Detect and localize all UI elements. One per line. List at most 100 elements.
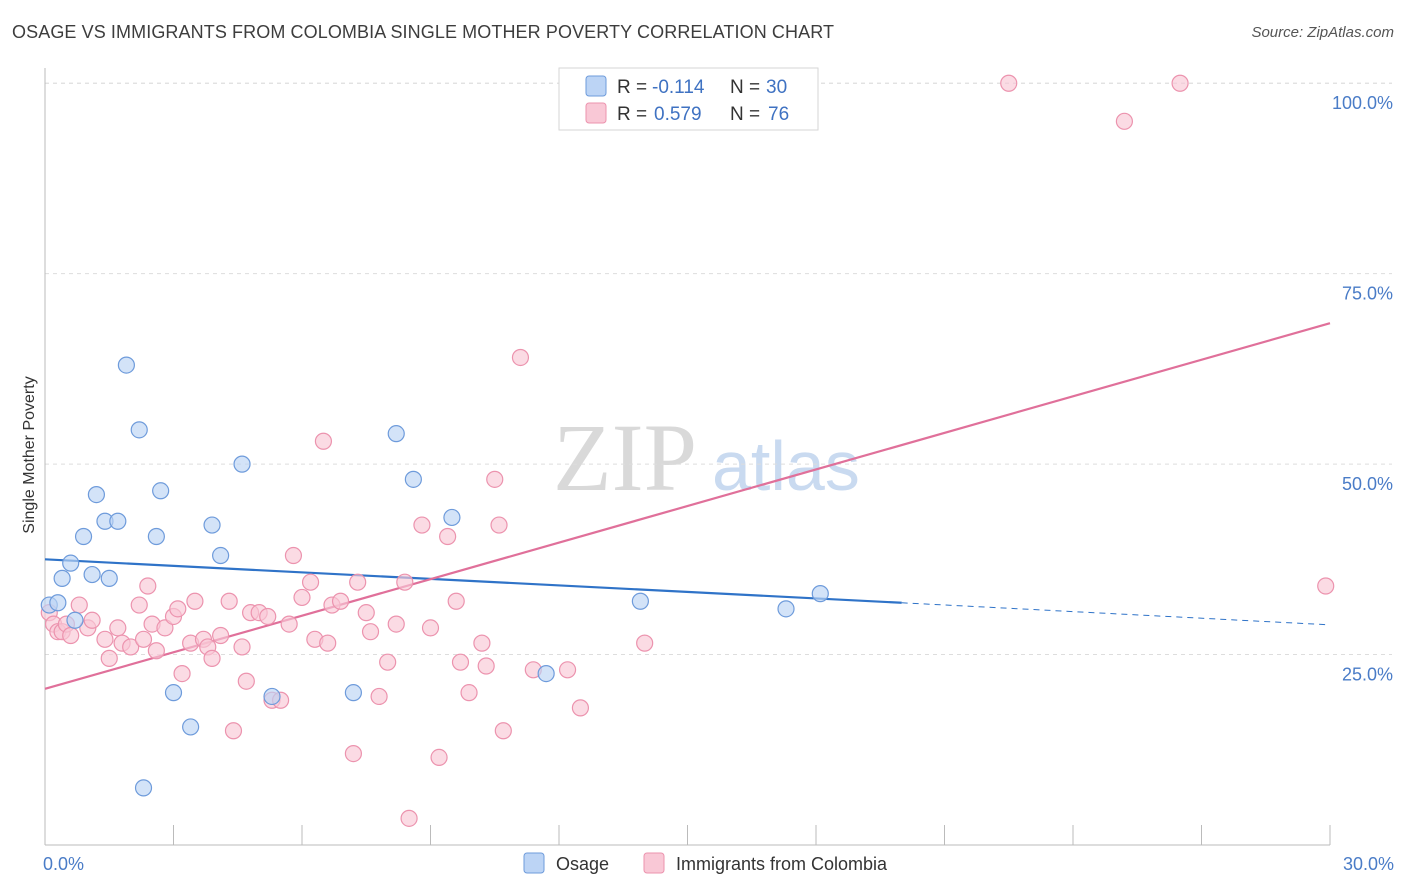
colombia-point-59 (439, 527, 457, 546)
colombia-point-6 (70, 596, 88, 614)
data-points (40, 74, 1335, 827)
colombia-trend-line (44, 322, 1331, 690)
colombia-point-24 (186, 592, 204, 610)
series-legend-osage: Osage (556, 854, 609, 874)
osage-point-22 (344, 684, 362, 702)
series-legend-colombia: Immigrants from Colombia (676, 854, 888, 874)
colombia-point-60 (447, 592, 465, 610)
colombia-point-71 (571, 699, 590, 717)
y-tick-labels: 25.0% 50.0% 75.0% 100.0% (1332, 93, 1393, 684)
y-tick-label-2: 75.0% (1342, 284, 1393, 304)
colombia-point-48 (349, 573, 367, 591)
colombia-point-11 (109, 619, 127, 637)
colombia-point-39 (284, 546, 303, 565)
colombia-point-22 (173, 665, 191, 683)
osage-point-6 (83, 565, 101, 584)
osage-point-4 (66, 611, 84, 629)
osage-point-25 (443, 508, 461, 527)
colombia-point-76 (1317, 577, 1335, 595)
legend-colombia-r-label: R = (617, 104, 647, 125)
colombia-point-72 (636, 634, 654, 652)
osage-point-10 (109, 512, 127, 530)
series-legend: Osage Immigrants from Colombia (523, 852, 888, 874)
colombia-point-64 (477, 657, 495, 675)
colombia-point-43 (314, 432, 333, 450)
colombia-point-35 (259, 607, 277, 626)
colombia-point-40 (293, 588, 311, 607)
legend-colombia-n-value: 76 (768, 104, 789, 125)
x-tick-label-1: 30.0% (1343, 854, 1394, 874)
osage-point-29 (811, 585, 829, 603)
osage-point-9 (100, 569, 118, 587)
colombia-point-31 (233, 638, 251, 656)
legend-colombia-n-label: N = (730, 104, 760, 125)
x-tick-label-0: 0.0% (43, 854, 84, 874)
colombia-point-21 (169, 600, 187, 618)
osage-point-12 (130, 421, 148, 439)
colombia-point-58 (430, 748, 448, 766)
osage-point-1 (49, 594, 67, 612)
colombia-point-16 (139, 577, 157, 595)
watermark-zip: ZIP (553, 404, 697, 511)
colombia-point-56 (413, 516, 431, 534)
legend-osage-n-value: 30 (766, 77, 787, 98)
colombia-point-75 (1171, 74, 1189, 92)
colombia-point-30 (224, 722, 243, 740)
osage-point-28 (777, 600, 795, 618)
colombia-point-73 (1000, 74, 1018, 92)
colombia-point-61 (451, 653, 470, 671)
colombia-point-15 (134, 630, 153, 648)
osage-point-14 (147, 527, 165, 546)
colombia-point-29 (220, 592, 238, 610)
colombia-point-27 (203, 649, 221, 667)
x-tick-labels: 0.0% 30.0% (43, 854, 1394, 874)
colombia-point-19 (156, 619, 174, 637)
chart-title: OSAGE VS IMMIGRANTS FROM COLOMBIA SINGLE… (12, 22, 835, 42)
y-tick-label-3: 100.0% (1332, 93, 1393, 113)
osage-point-13 (134, 779, 153, 797)
colombia-point-53 (387, 615, 405, 633)
axes (44, 68, 1331, 846)
colombia-point-66 (490, 516, 508, 534)
osage-point-7 (87, 485, 106, 504)
osage-point-2 (53, 569, 71, 587)
trend-lines (44, 322, 1331, 690)
osage-point-21 (263, 687, 281, 706)
colombia-point-51 (370, 687, 388, 706)
osage-point-18 (203, 516, 221, 534)
colombia-point-5 (62, 626, 80, 645)
colombia-point-54 (396, 573, 414, 591)
colombia-point-9 (96, 630, 114, 648)
colombia-point-50 (361, 623, 380, 641)
colombia-point-47 (344, 744, 362, 763)
colombia-point-18 (147, 642, 165, 660)
colombia-point-32 (237, 672, 255, 690)
legend-osage-n-label: N = (730, 77, 760, 98)
osage-point-27 (631, 592, 649, 610)
colombia-point-28 (212, 626, 230, 645)
legend-osage-r-label: R = (617, 77, 647, 98)
colombia-point-13 (122, 638, 140, 656)
osage-point-20 (233, 455, 251, 473)
colombia-point-14 (130, 596, 148, 614)
osage-point-23 (387, 425, 405, 443)
osage-point-11 (117, 356, 135, 374)
legend-swatch-osage (585, 75, 607, 97)
osage-point-5 (74, 527, 93, 546)
osage-point-3 (62, 554, 80, 572)
colombia-point-65 (486, 470, 504, 488)
watermark: ZIP atlas (553, 404, 860, 511)
colombia-point-38 (280, 615, 298, 633)
colombia-point-74 (1115, 112, 1134, 130)
colombia-point-57 (421, 619, 440, 637)
colombia-point-68 (511, 348, 530, 367)
colombia-point-46 (331, 592, 350, 610)
osage-trend-line (44, 558, 902, 604)
colombia-point-62 (460, 684, 478, 702)
colombia-point-63 (473, 634, 491, 652)
colombia-point-52 (379, 653, 397, 671)
osage-point-16 (164, 684, 183, 702)
osage-point-26 (537, 665, 555, 683)
colombia-point-10 (100, 649, 118, 667)
